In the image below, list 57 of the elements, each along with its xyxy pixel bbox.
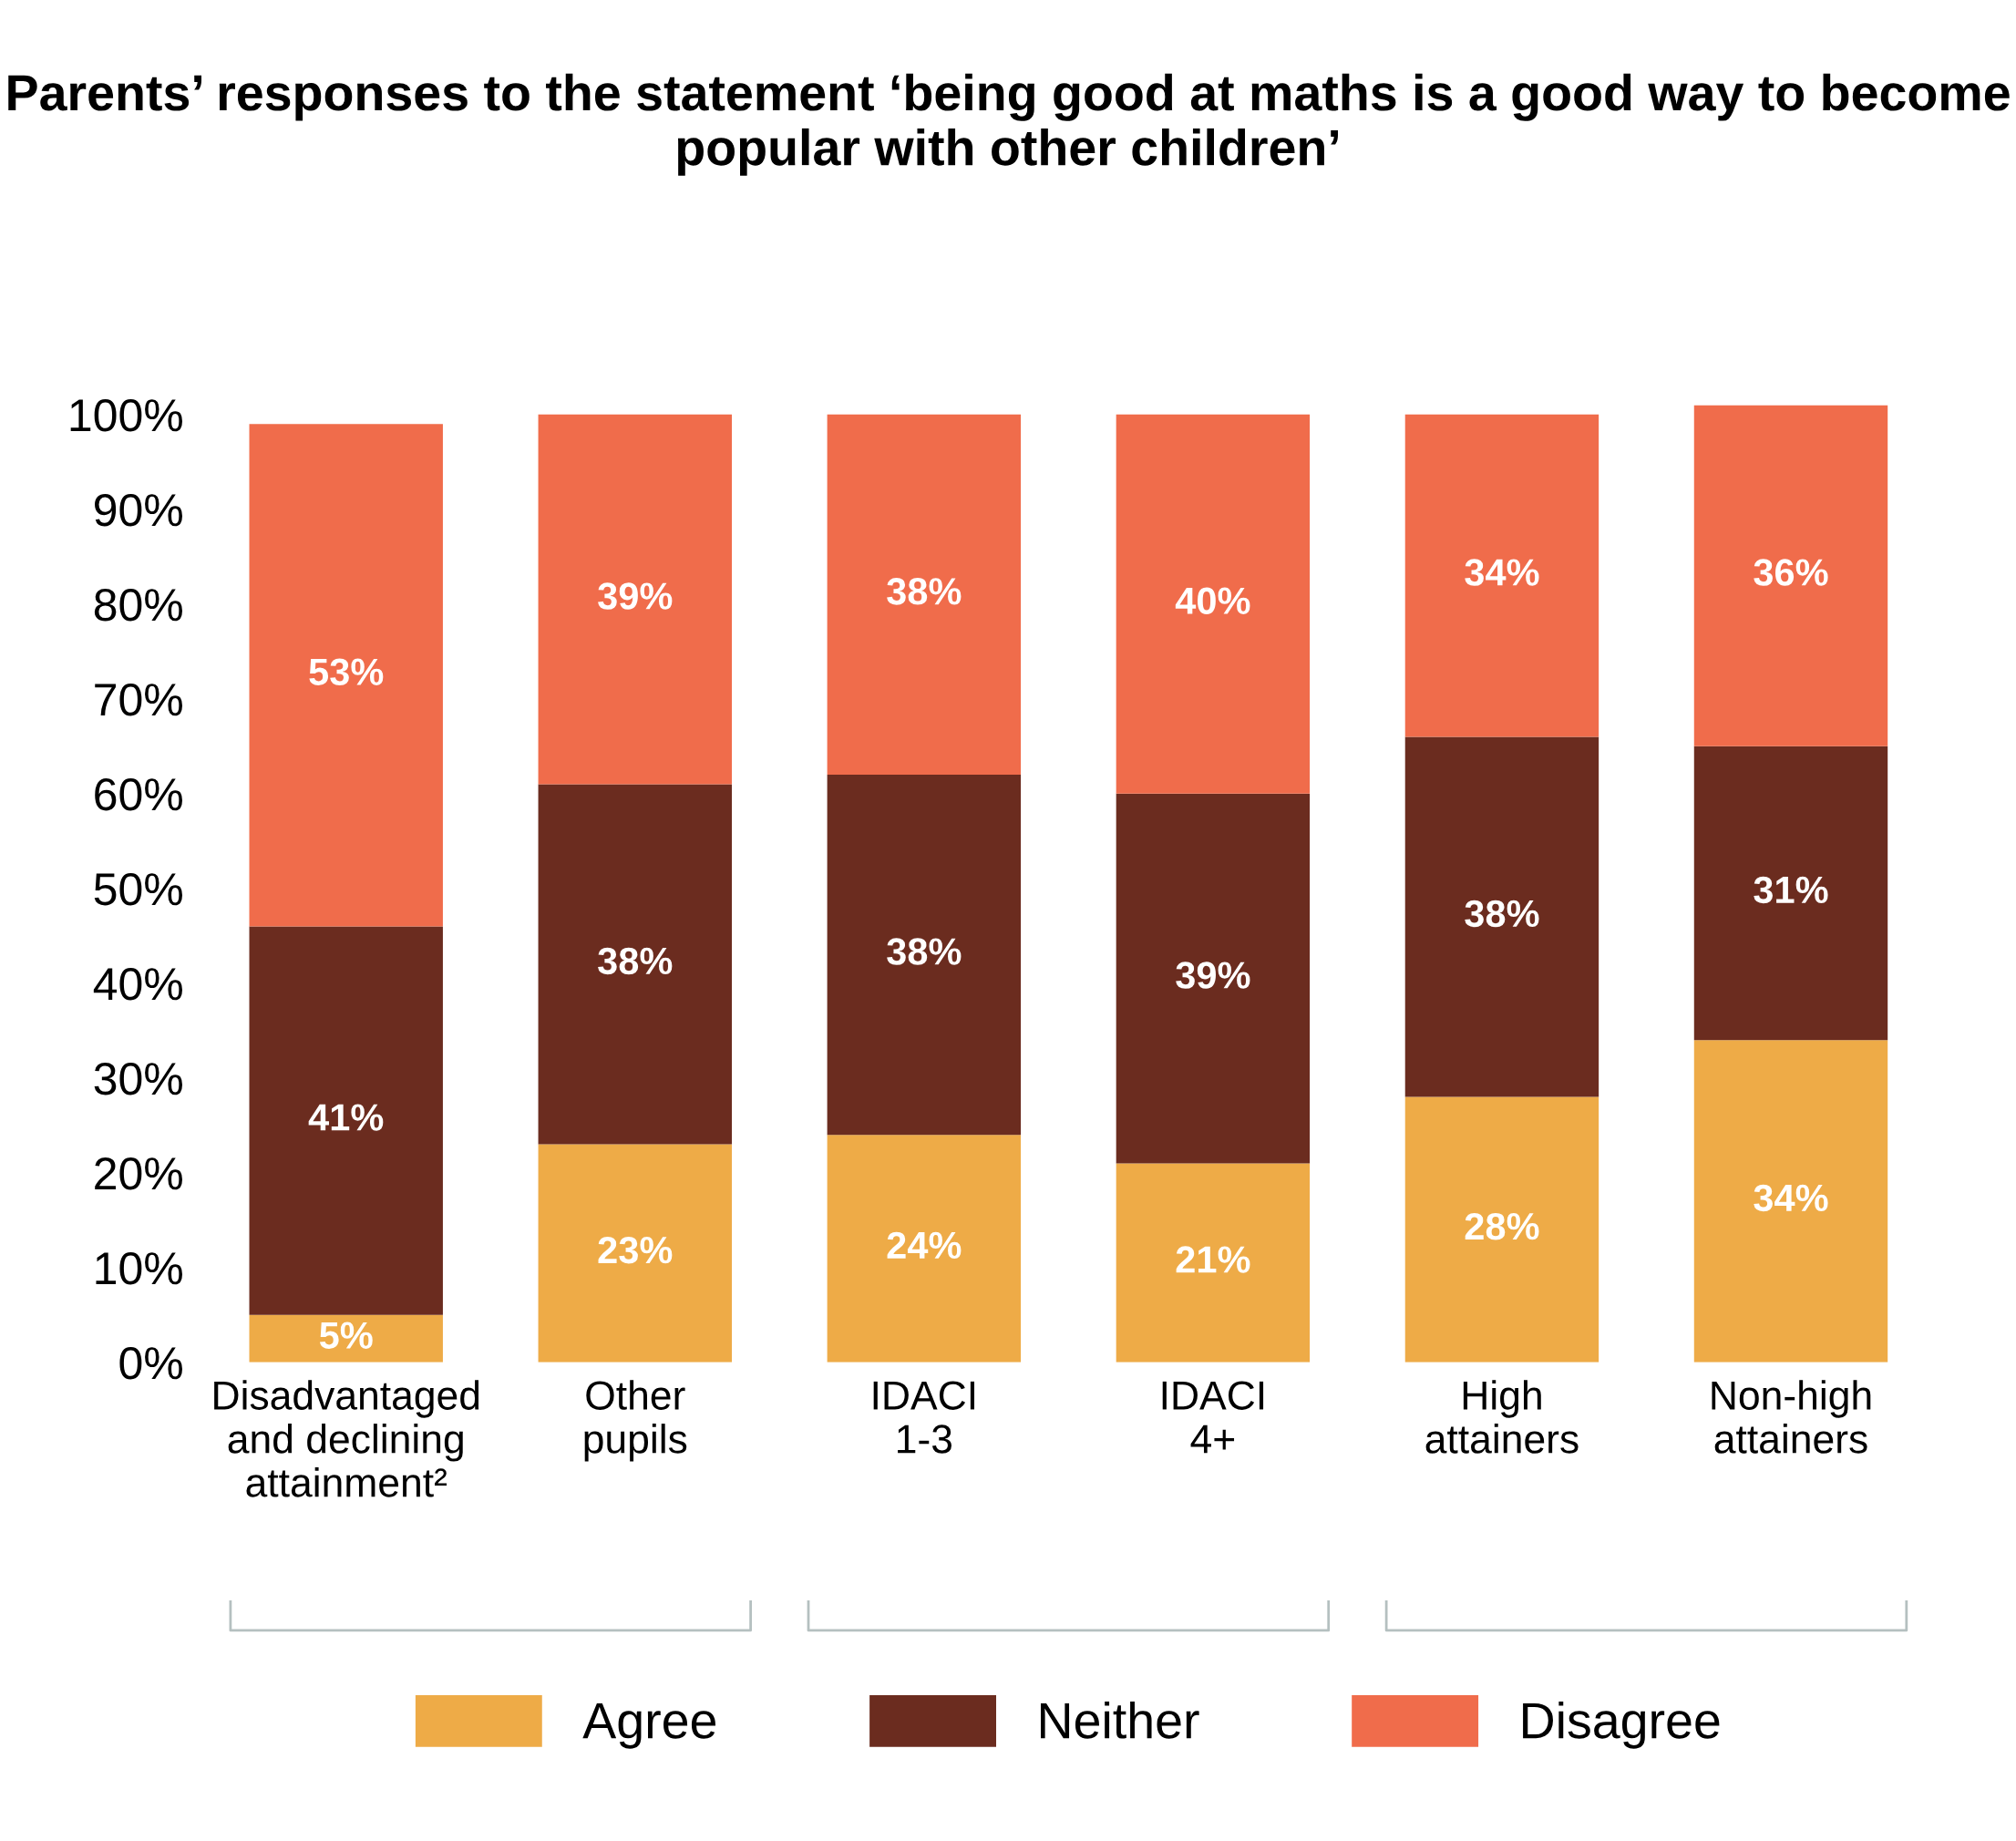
x-tick-label: High attainers — [1425, 1380, 1579, 1454]
data-label: 39% — [598, 582, 673, 610]
x-tick-label: Disadvantaged and declining attainment² — [214, 1380, 479, 1497]
data-label: 34% — [1465, 559, 1539, 586]
x-tick-label: IDACI 1-3 — [873, 1381, 974, 1454]
data-label: 28% — [1465, 1212, 1539, 1240]
y-tick-label: 10% — [96, 1252, 182, 1285]
x-tick-label: IDACI 4+ — [1162, 1381, 1264, 1454]
bar — [249, 424, 443, 927]
data-label: 53% — [309, 658, 384, 686]
data-label: 38% — [1465, 900, 1539, 928]
bar — [1693, 1040, 1888, 1363]
data-label: 21% — [1176, 1246, 1250, 1273]
bar — [1693, 405, 1888, 746]
data-label: 41% — [308, 1104, 384, 1131]
bar — [1116, 1163, 1311, 1363]
data-label: 23% — [598, 1236, 673, 1264]
bar — [1116, 414, 1311, 794]
bar — [827, 414, 1022, 775]
y-tick-label: 50% — [94, 873, 182, 906]
y-tick-label: 100% — [70, 399, 182, 432]
bar — [1404, 414, 1599, 737]
bar — [538, 784, 732, 1145]
data-label: 38% — [887, 938, 962, 965]
x-tick-label: Non-high attainers — [1712, 1380, 1871, 1454]
bar — [827, 775, 1022, 1136]
bar — [249, 926, 443, 1315]
y-tick-label: 70% — [95, 684, 182, 716]
data-label: 24% — [887, 1231, 962, 1260]
data-label: 38% — [887, 578, 962, 605]
y-tick-label: 60% — [95, 778, 182, 811]
bar — [1693, 746, 1888, 1041]
data-label: 5% — [319, 1322, 373, 1349]
bar — [1404, 1096, 1599, 1363]
legend-label: Disagree — [1523, 1701, 1720, 1749]
bar — [538, 1144, 732, 1363]
bar — [1116, 793, 1311, 1164]
bar — [1404, 736, 1599, 1097]
y-tick-label: 20% — [95, 1157, 182, 1190]
y-tick-label: 90% — [95, 494, 182, 527]
legend-label: Agree — [582, 1702, 715, 1749]
data-label: 38% — [598, 947, 673, 975]
legend-label: Neither — [1041, 1701, 1199, 1739]
bar — [827, 1135, 1022, 1363]
y-tick-label: 0% — [119, 1347, 182, 1380]
chart-title: Parents’ responses to the statement ‘being good at maths is a good way to become popular with other children’ — [8, 73, 2010, 176]
data-label: 34% — [1754, 1184, 1828, 1212]
x-tick-label: Other pupils — [584, 1380, 687, 1462]
data-label: 31% — [1754, 876, 1828, 904]
y-tick-label: 80% — [94, 589, 182, 622]
data-label: 39% — [1176, 962, 1250, 989]
y-tick-label: 40% — [93, 968, 182, 1001]
data-label: 36% — [1754, 559, 1828, 586]
bar — [249, 1314, 443, 1363]
bar — [538, 414, 732, 785]
y-tick-label: 30% — [94, 1063, 182, 1095]
data-label: 40% — [1175, 587, 1250, 614]
